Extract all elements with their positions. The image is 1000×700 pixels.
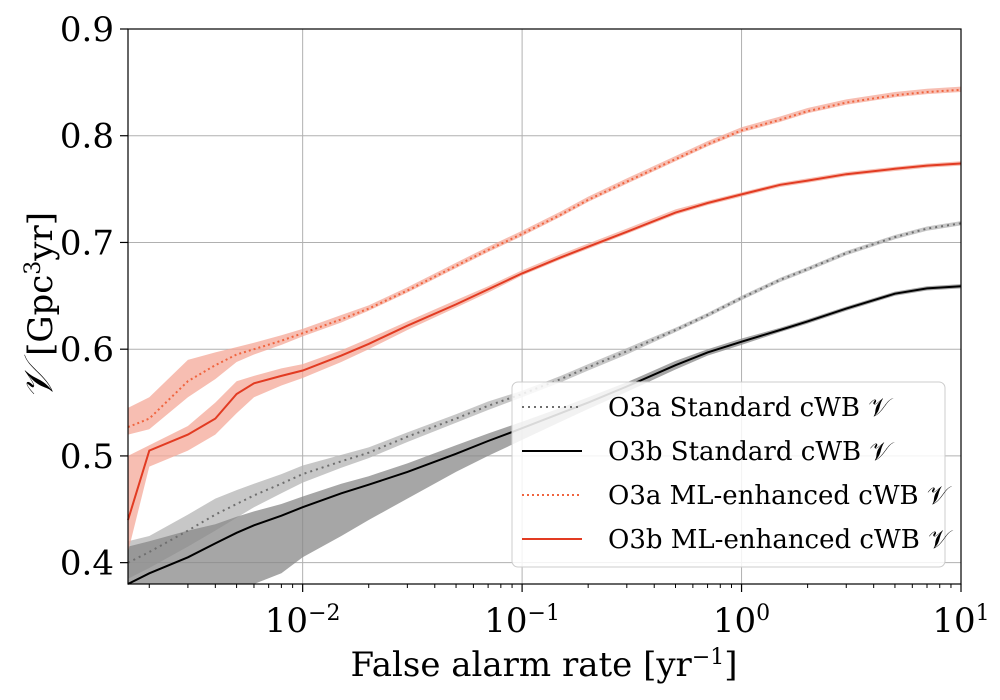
y-axis-label-end: yr] bbox=[21, 212, 61, 262]
legend-label-2: O3a ML-enhanced cWB 𝒱 bbox=[608, 481, 952, 511]
confidence-bands bbox=[128, 86, 961, 584]
series-line-2 bbox=[127, 88, 962, 429]
x-tick-label-0: 10−2 bbox=[265, 601, 341, 642]
y-axis-ticks: 0.4 0.5 0.6 0.7 0.8 0.9 bbox=[60, 10, 128, 584]
x-axis-label: False alarm rate [yr−1] bbox=[350, 645, 737, 686]
x-axis-label-main: False alarm rate [yr bbox=[350, 645, 692, 685]
series-line-0 bbox=[127, 222, 962, 564]
legend-label-3: O3b ML-enhanced cWB 𝒱 bbox=[608, 525, 953, 555]
series-band-1 bbox=[128, 284, 961, 584]
y-tick-label-5: 0.9 bbox=[60, 10, 114, 50]
y-axis-label-main: [Gpc bbox=[21, 275, 61, 367]
legend-box bbox=[511, 381, 946, 568]
x-tick-label-1: 10−1 bbox=[484, 601, 560, 642]
y-tick-label-1: 0.5 bbox=[60, 437, 114, 477]
series-lines bbox=[127, 88, 962, 585]
x-axis-label-end: ] bbox=[724, 645, 737, 685]
legend-label-1: O3b Standard cWB 𝒱 bbox=[608, 437, 894, 467]
y-tick-label-3: 0.7 bbox=[60, 223, 114, 263]
x-axis-ticks: 10−2 10−1 100 101 bbox=[148, 584, 990, 642]
x-tick-label-2: 100 bbox=[713, 601, 770, 642]
x-tick-label-3: 101 bbox=[932, 601, 989, 642]
y-tick-label-2: 0.6 bbox=[60, 330, 114, 370]
y-tick-label-4: 0.8 bbox=[60, 117, 114, 157]
x-axis-label-sup: −1 bbox=[692, 645, 724, 670]
series-line-3 bbox=[127, 162, 962, 521]
plot-frame bbox=[127, 28, 962, 585]
legend: O3a Standard cWB 𝒱 O3b Standard cWB 𝒱 O3a … bbox=[511, 381, 953, 568]
y-axis-label: 𝒱 [Gpc3yr] bbox=[16, 212, 62, 400]
y-tick-label-0: 0.4 bbox=[60, 544, 114, 584]
y-axis-label-sup: 3 bbox=[21, 261, 46, 275]
legend-label-0: O3a Standard cWB 𝒱 bbox=[608, 393, 893, 423]
series-line-1 bbox=[127, 285, 962, 585]
